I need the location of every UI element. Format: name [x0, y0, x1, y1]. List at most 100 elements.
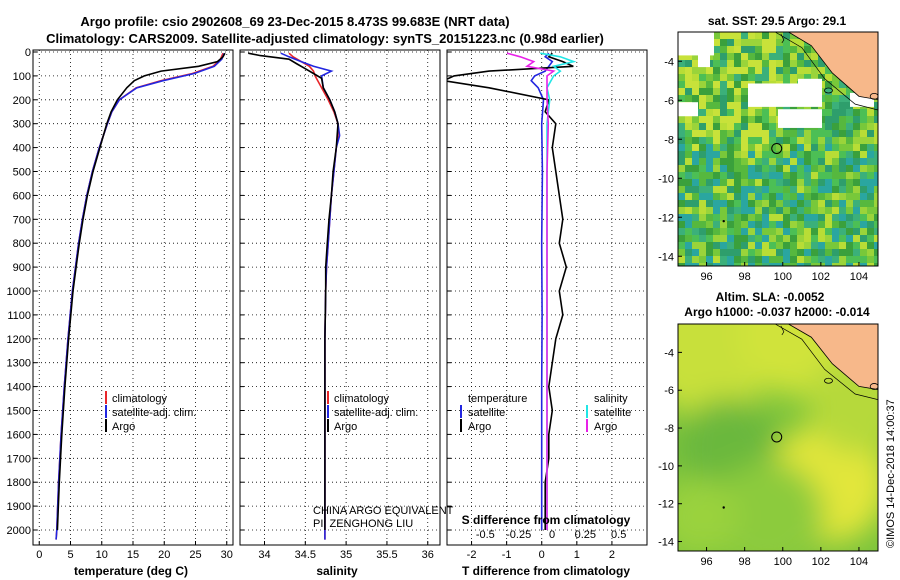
sst-cell: [818, 60, 825, 67]
sst-cell: [755, 116, 762, 123]
sst-cell: [783, 221, 790, 228]
sst-cell: [748, 263, 755, 266]
sst-cell: [706, 263, 713, 266]
sst-cell: [860, 144, 867, 151]
sst-cell: [811, 179, 818, 186]
sst-cell: [769, 137, 776, 144]
sst-cell: [734, 137, 741, 144]
sst-cell: [797, 179, 804, 186]
sst-cell: [790, 242, 797, 249]
sst-cell: [825, 95, 832, 102]
sst-cell: [713, 151, 720, 158]
sst-cell: [811, 263, 818, 266]
sst-cell: [874, 200, 878, 207]
sst-cell: [706, 137, 713, 144]
x2-tick-label: 0: [549, 529, 555, 541]
sst-cell: [741, 130, 748, 137]
sst-cell: [727, 130, 734, 137]
sst-cell: [685, 74, 692, 81]
sst-cell: [860, 221, 867, 228]
sst-cell: [790, 74, 797, 81]
sst-cell: [776, 235, 783, 242]
sst-cell: [685, 151, 692, 158]
sst-cell: [762, 200, 769, 207]
island-outline: [824, 87, 833, 94]
temperature-xlabel: temperature (deg C): [74, 564, 188, 578]
sst-cell: [853, 186, 860, 193]
sst-cell: [783, 235, 790, 242]
sst-cell: [769, 200, 776, 207]
sst-cell: [769, 151, 776, 158]
sst-cell: [706, 193, 713, 200]
sst-cell: [818, 158, 825, 165]
sst-cell: [846, 109, 853, 116]
sst-cell: [713, 60, 720, 67]
sst-cell: [699, 256, 706, 263]
sst-cell: [839, 123, 846, 130]
sst-cell: [706, 186, 713, 193]
sst-cell: [685, 221, 692, 228]
sst-cell: [811, 130, 818, 137]
footer-credit: ©IMOS 14-Dec-2018 14:00:37: [885, 399, 897, 548]
legend-climatology: climatology: [112, 393, 168, 405]
sst-cell: [776, 221, 783, 228]
sst-cell: [699, 137, 706, 144]
sst-cell: [699, 249, 706, 256]
sst-cell: [755, 130, 762, 137]
sst-cell: [678, 95, 685, 102]
x-tick-label: 2: [609, 549, 615, 561]
sst-cell: [685, 242, 692, 249]
sst-cell: [720, 235, 727, 242]
sst-cell: [762, 193, 769, 200]
sst-cell: [839, 151, 846, 158]
sst-cell: [720, 144, 727, 151]
sst-cell: [734, 242, 741, 249]
map-x-tick-label: 104: [850, 556, 868, 568]
sst-cell: [741, 67, 748, 74]
sst-cell: [832, 81, 839, 88]
depth-tick-label: 400: [13, 143, 31, 155]
sst-cell: [790, 207, 797, 214]
sst-cell: [846, 172, 853, 179]
sst-cell: [748, 123, 755, 130]
sst-cell: [769, 193, 776, 200]
sst-cell: [692, 123, 699, 130]
sst-cell: [762, 109, 769, 116]
sst-cell: [860, 200, 867, 207]
sst-cell: [818, 228, 825, 235]
sst-cell: [685, 123, 692, 130]
sst-cell: [832, 242, 839, 249]
sst-cell: [790, 221, 797, 228]
sst-cell: [741, 88, 748, 95]
sst-cell: [839, 186, 846, 193]
sst-cell: [762, 186, 769, 193]
sst-cell: [783, 60, 790, 67]
sst-cell: [748, 32, 755, 39]
sst-cell: [825, 221, 832, 228]
sst-cell: [846, 137, 853, 144]
sst-cell: [769, 116, 776, 123]
sst-cell: [860, 165, 867, 172]
depth-tick-label: 2000: [7, 525, 31, 537]
sst-cell: [734, 221, 741, 228]
sst-cell: [874, 256, 878, 263]
sst-cell: [706, 109, 713, 116]
sst-cell: [755, 249, 762, 256]
sst-cell: [678, 130, 685, 137]
sst-cell: [783, 53, 790, 60]
sst-cell: [741, 102, 748, 109]
sst-cell: [685, 144, 692, 151]
sst-cell: [853, 242, 860, 249]
sst-cell: [699, 116, 706, 123]
sst-cell: [706, 256, 713, 263]
sst-cell: [727, 200, 734, 207]
map-x-tick-label: 98: [739, 271, 751, 283]
series-line-argo: [248, 52, 339, 530]
sst-cell: [769, 214, 776, 221]
sst-cell: [692, 67, 699, 74]
sst-cell: [860, 249, 867, 256]
sst-cell: [755, 109, 762, 116]
sst-cell: [727, 109, 734, 116]
sst-cell: [762, 144, 769, 151]
sst-cell: [832, 193, 839, 200]
